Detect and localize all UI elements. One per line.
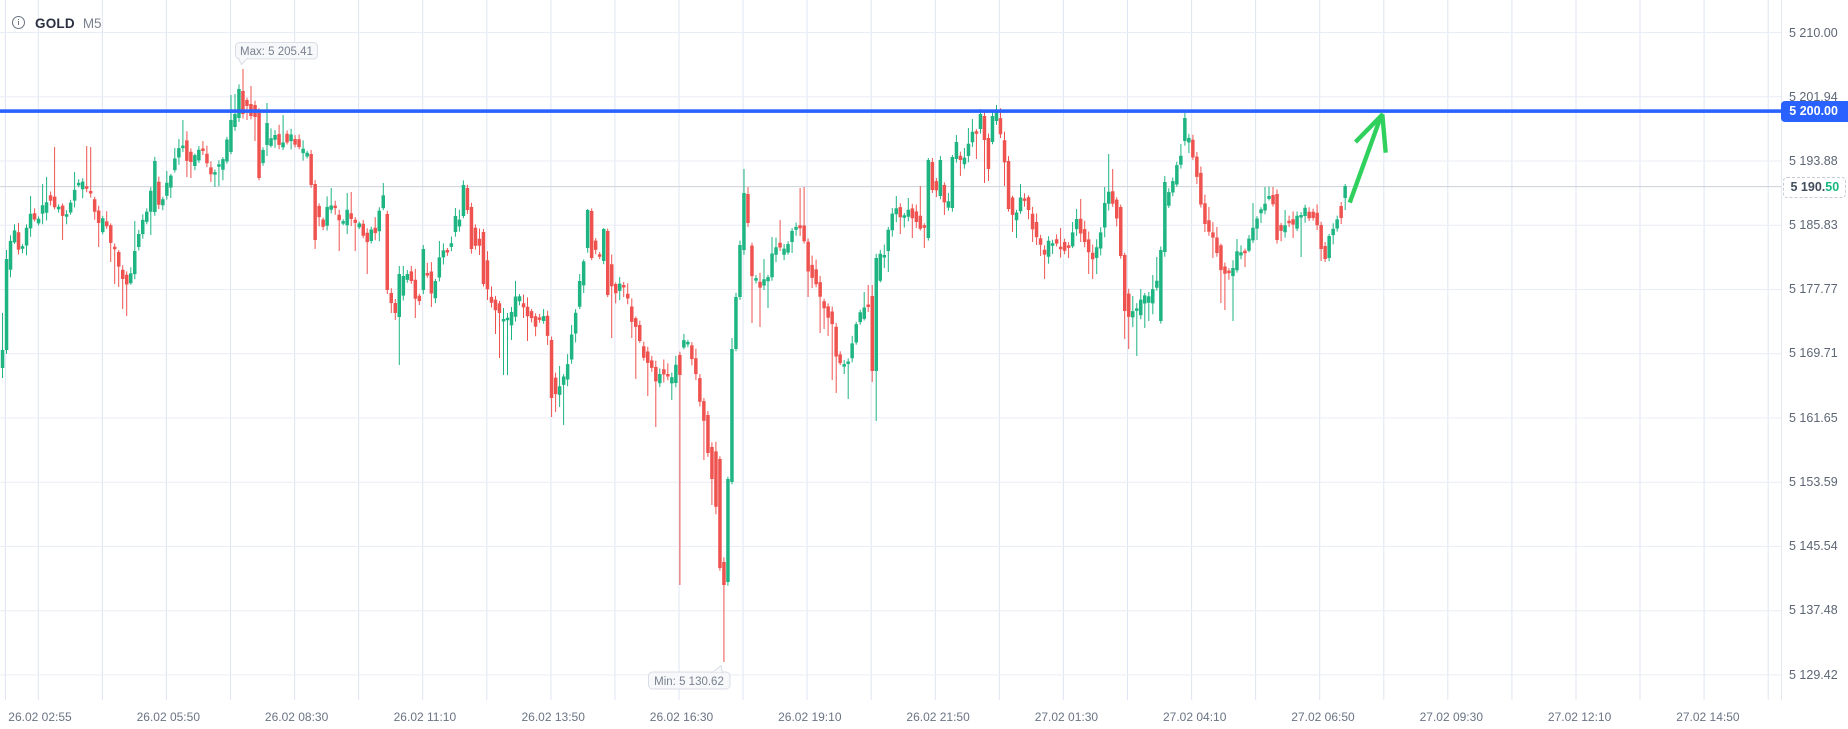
svg-text:Min: 5 130.62: Min: 5 130.62 <box>654 676 724 688</box>
svg-text:Max: 5 205.41: Max: 5 205.41 <box>240 46 313 58</box>
